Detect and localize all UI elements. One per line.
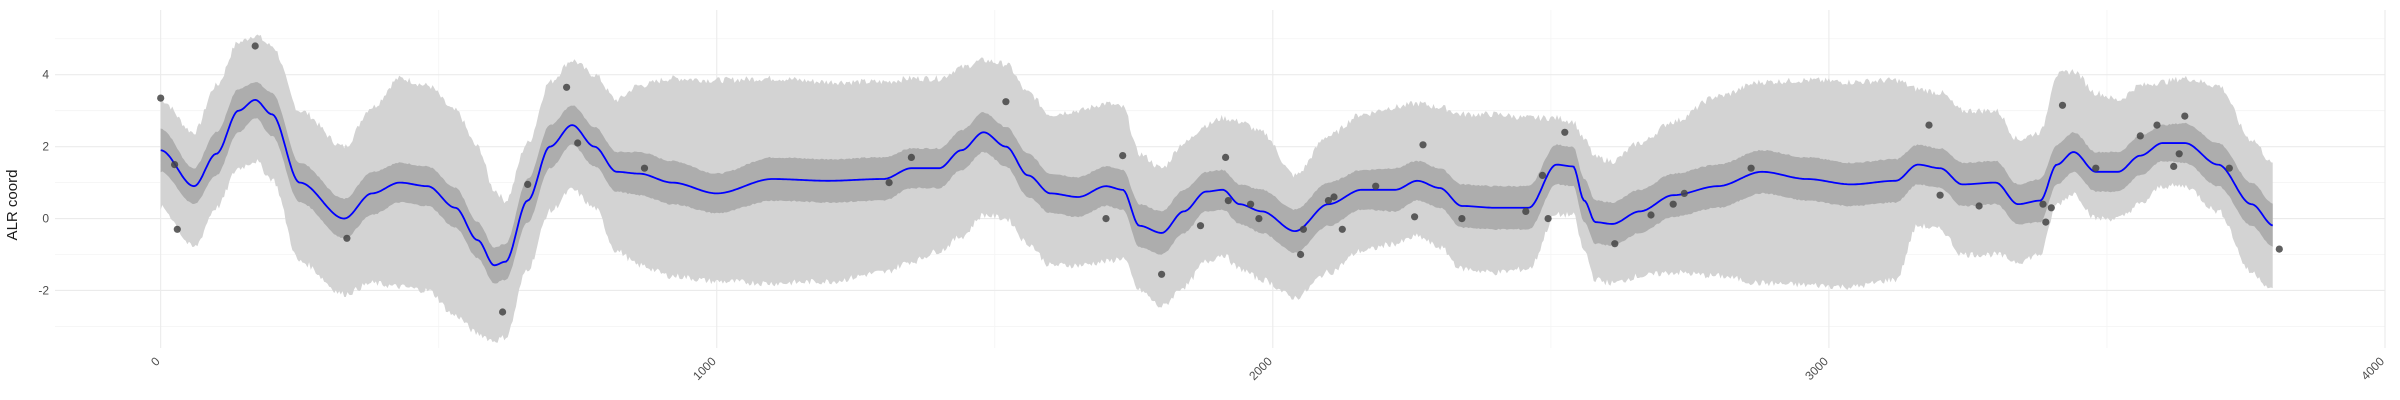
observation-point	[2153, 121, 2161, 129]
observation-point	[157, 94, 165, 102]
x-tick-label: 0	[148, 354, 163, 369]
observation-point	[2039, 200, 2047, 208]
x-tick-label: 1000	[690, 354, 719, 383]
observation-point	[640, 164, 649, 172]
observation-point	[1975, 202, 1983, 210]
observation-point	[2175, 150, 2183, 158]
observation-point	[1222, 153, 1230, 161]
observation-point	[1561, 128, 1569, 136]
observation-point	[1419, 141, 1427, 149]
observation-point	[1247, 200, 1255, 208]
observation-point	[1936, 191, 1944, 199]
confidence-bands	[160, 34, 2273, 343]
observation-point	[251, 42, 259, 50]
observation-point	[2181, 112, 2189, 120]
observation-point	[2275, 245, 2283, 253]
observation-point	[885, 179, 893, 187]
observation-point	[171, 161, 179, 169]
observation-point	[1680, 189, 1688, 197]
x-tick-label: 4000	[2358, 354, 2387, 383]
observation-point	[1119, 152, 1127, 160]
observation-point	[2058, 101, 2067, 109]
observation-point	[563, 83, 571, 91]
observation-point	[1372, 182, 1380, 190]
observation-point	[524, 180, 532, 188]
observation-point	[2047, 204, 2055, 212]
observation-point	[1925, 121, 1933, 129]
y-axis-title: ALR coord	[4, 170, 21, 241]
observation-point	[1224, 197, 1232, 205]
observation-point	[1324, 197, 1332, 205]
observation-point	[2042, 218, 2050, 226]
observation-point	[1255, 215, 1263, 223]
observation-point	[1411, 213, 1419, 221]
observation-point	[173, 225, 181, 233]
observation-point	[1196, 222, 1205, 230]
observation-point	[2092, 164, 2100, 172]
observation-point	[1338, 225, 1346, 233]
observation-point	[1299, 225, 1307, 233]
mean-line-layer	[160, 99, 2274, 267]
observation-point	[1002, 98, 1010, 106]
observation-point	[343, 234, 351, 242]
observation-point	[2136, 132, 2144, 140]
observation-point	[907, 153, 916, 161]
observation-point	[1611, 240, 1619, 248]
observation-point	[499, 308, 507, 316]
x-tick-label: 3000	[1802, 354, 1831, 383]
mean-line	[160, 99, 2274, 267]
inner-confidence-band	[160, 82, 2273, 284]
observation-point	[1330, 193, 1338, 201]
y-tick-label: 2	[42, 140, 49, 154]
observation-points	[157, 42, 2283, 316]
observation-point	[1747, 164, 1755, 172]
y-tick-label: 4	[42, 68, 49, 82]
observation-point	[1647, 211, 1655, 219]
observation-point	[1522, 207, 1530, 215]
y-tick-label: -2	[38, 283, 49, 297]
observation-point	[2225, 164, 2233, 172]
observation-point	[1102, 215, 1110, 223]
observation-point	[1544, 215, 1552, 223]
observation-point	[1158, 270, 1166, 278]
observation-point	[1297, 250, 1305, 259]
observation-point	[1538, 171, 1547, 179]
y-tick-label: 0	[42, 212, 49, 226]
observation-point	[2170, 162, 2178, 170]
x-tick-label: 2000	[1246, 354, 1275, 383]
observation-point	[1458, 215, 1466, 223]
observation-point	[574, 139, 582, 147]
observation-point	[1669, 200, 1677, 208]
